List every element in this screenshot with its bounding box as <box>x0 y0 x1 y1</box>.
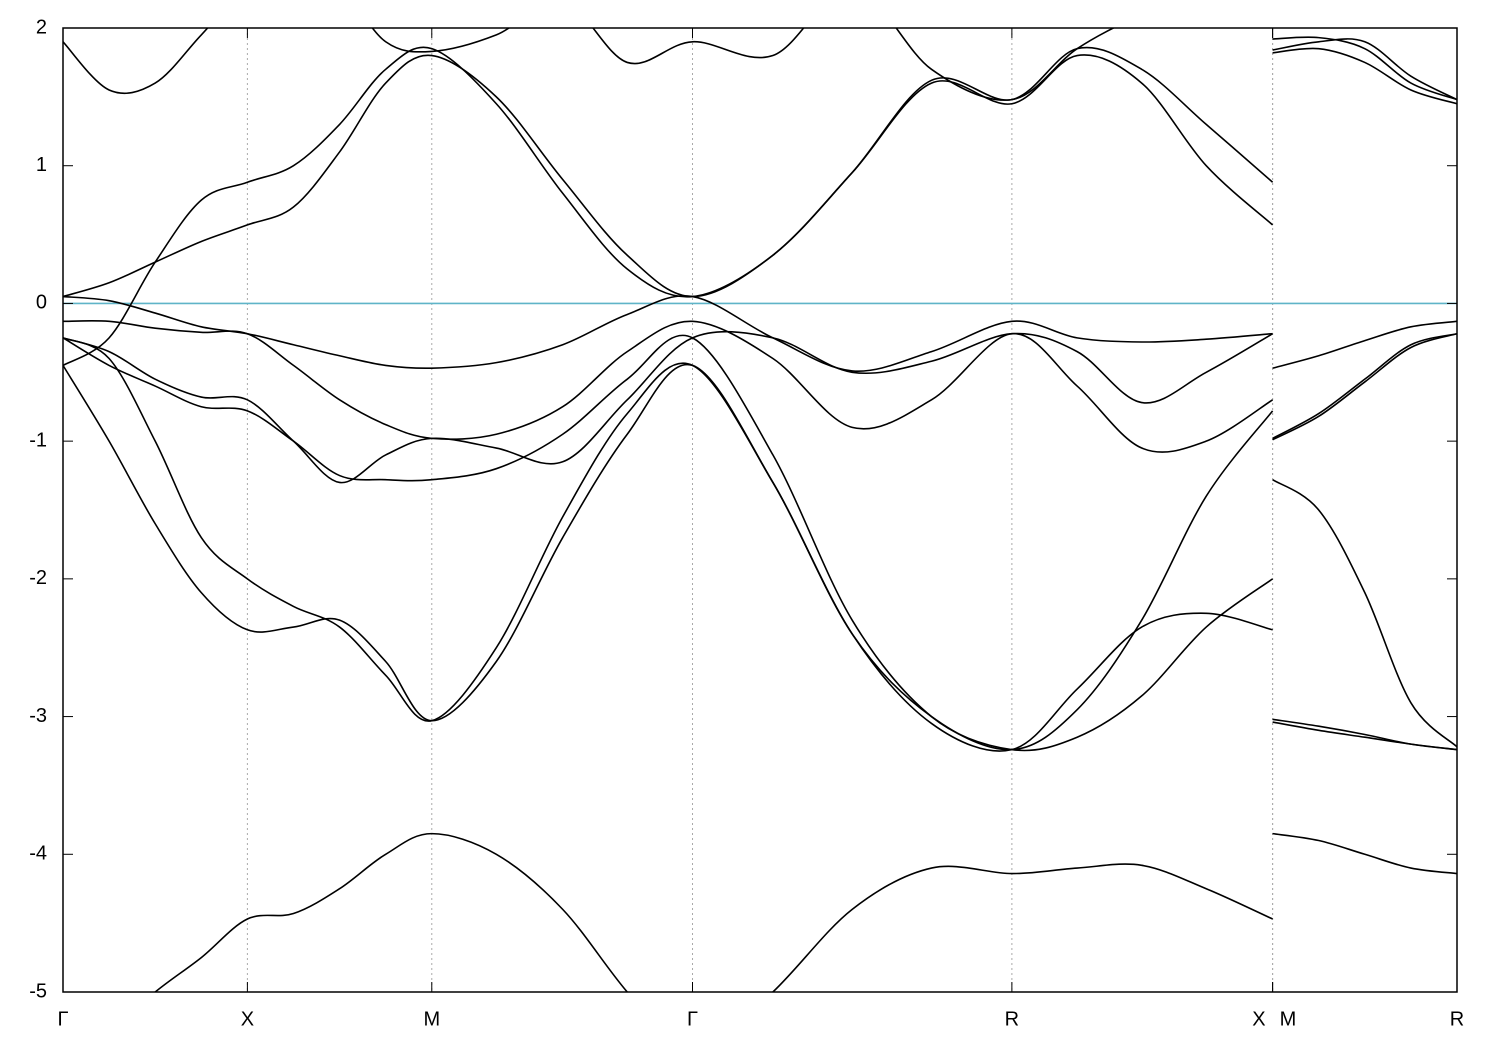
band-line <box>63 28 1457 101</box>
x-tick-label: X <box>1252 1008 1265 1030</box>
y-tick-label: 1 <box>36 154 47 176</box>
band-line <box>63 47 1457 298</box>
x-tick-label: R <box>1450 1008 1464 1030</box>
band-line <box>153 832 1457 992</box>
grid <box>62 28 1458 992</box>
x-tick-label: M <box>1280 1008 1297 1030</box>
band-line <box>63 295 1457 372</box>
y-tick-label: -2 <box>29 567 47 589</box>
plot-area <box>63 28 1457 992</box>
y-tick-label: -3 <box>29 705 47 727</box>
x-tick-label: X <box>241 1008 254 1030</box>
band-line <box>63 337 1457 751</box>
plot-frame <box>62 27 1458 993</box>
x-tick-label: Γ <box>57 1008 68 1030</box>
y-tick-label: 0 <box>36 292 47 314</box>
x-tick-label: R <box>1005 1008 1019 1030</box>
y-tick-label: -1 <box>29 429 47 451</box>
x-tick-label: M <box>423 1008 440 1030</box>
y-tick-label: -5 <box>29 980 47 1002</box>
x-tick-label: Γ <box>687 1008 698 1030</box>
band-line <box>63 330 1457 484</box>
y-tick-label: -4 <box>29 843 47 865</box>
y-tick-label: 2 <box>36 16 47 38</box>
band-line <box>63 334 1457 752</box>
band-line <box>63 38 1457 367</box>
band-line <box>63 363 1457 752</box>
band-line <box>63 320 1457 453</box>
